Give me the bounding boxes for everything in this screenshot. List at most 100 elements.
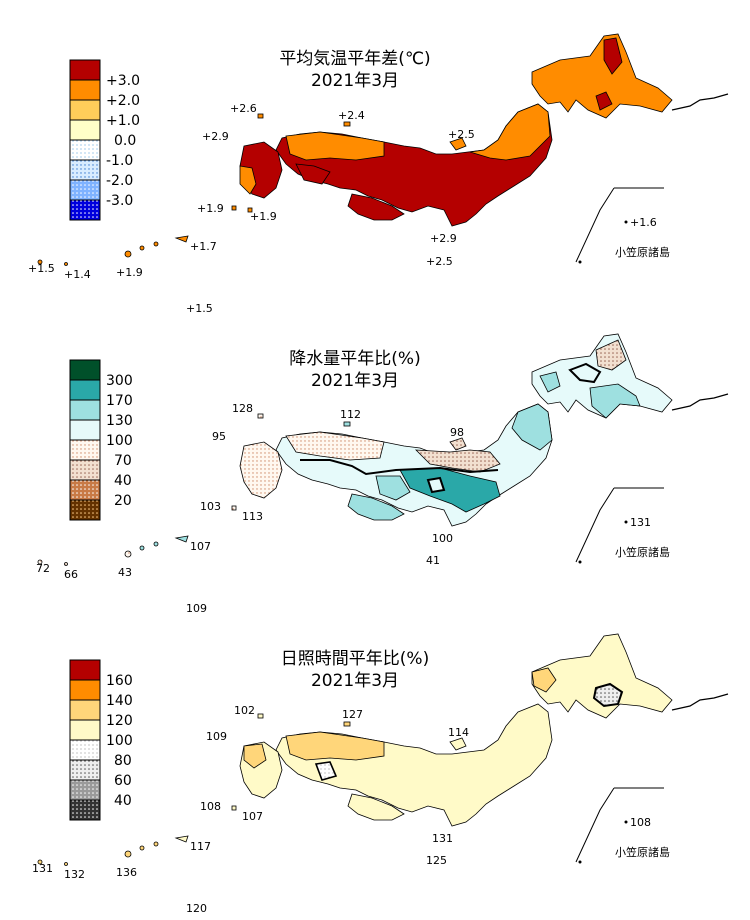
legend-swatch: [69, 659, 101, 681]
legend-label: +3.0: [106, 73, 140, 89]
ogasawara-label: 小笠原諸島: [615, 245, 670, 259]
legend: 300 170 130 100 70 40 20: [69, 359, 133, 521]
legend-swatch: [69, 479, 101, 501]
panel-subtitle: 2021年3月: [311, 671, 399, 691]
station-value: 95: [212, 430, 226, 443]
legend-label: -2.0: [106, 173, 133, 189]
japan-map: [37, 633, 673, 866]
region-sado: [449, 737, 467, 751]
legend-label: 130: [106, 413, 133, 429]
station-value: 108: [630, 816, 651, 829]
legend-swatch: [69, 679, 101, 701]
legend-label: 140: [106, 693, 133, 709]
region-hokuriku: [414, 449, 501, 473]
station-value: +2.9: [202, 130, 229, 143]
ogasawara-label: 小笠原諸島: [615, 845, 670, 859]
station-value: 131: [630, 516, 651, 529]
region-hokkaido-east: [589, 383, 641, 419]
panel-title: 日照時間平年比(%): [281, 649, 429, 669]
region-kyushu-west: [239, 165, 257, 195]
legend-label: 160: [106, 673, 133, 689]
region-kyushu: [239, 441, 283, 499]
legend-swatch: [69, 419, 101, 441]
station-value: 66: [64, 568, 78, 581]
station-value: 128: [232, 402, 253, 415]
region-hokkaido-north: [603, 37, 623, 75]
station-value: 43: [118, 566, 132, 579]
kuril-islands: [671, 693, 729, 711]
legend-label: 170: [106, 393, 133, 409]
region-sanin: [285, 431, 385, 461]
legend-swatch: [69, 359, 101, 381]
station-value: 107: [242, 810, 263, 823]
legend-swatch: [69, 399, 101, 421]
japan-map: [37, 333, 673, 566]
station-value: 132: [64, 868, 85, 881]
legend-label: 80: [114, 753, 132, 769]
station-value: 100: [432, 532, 453, 545]
station-value: +2.9: [430, 232, 457, 245]
region-sanin: [285, 131, 385, 161]
panel-subtitle: 2021年3月: [311, 371, 399, 391]
station-labels: +2.6 +2.4 +2.9 +2.5 +1.9 +1.9 +1.7 +1.5 …: [28, 102, 657, 315]
legend-label: 300: [106, 373, 133, 389]
station-value: 131: [432, 832, 453, 845]
temperature-panel: 平均気温平年差(℃) 2021年3月 +3.0 +2.0 +1.0 0.0 -1…: [28, 33, 729, 315]
station-labels: 102 127 109 114 108 107 117 131 132 136 …: [32, 704, 651, 915]
station-value: +1.9: [197, 202, 224, 215]
region-tohoku: [469, 103, 551, 161]
legend-label: 20: [114, 493, 132, 509]
legend-swatch: [69, 719, 101, 741]
station-value: 98: [450, 426, 464, 439]
region-hokkaido-north: [595, 339, 627, 371]
sunshine-panel: 日照時間平年比(%) 2021年3月 160 140 120 100 80 60…: [32, 633, 729, 915]
legend-label: 100: [106, 433, 133, 449]
station-value: 131: [32, 862, 53, 875]
legend-label: 100: [106, 733, 133, 749]
region-chugoku: [295, 163, 331, 185]
legend-label: +2.0: [106, 93, 140, 109]
station-value: +1.6: [630, 216, 657, 229]
legend-swatch: [69, 99, 101, 121]
station-value: 108: [200, 800, 221, 813]
region-sanin: [285, 731, 385, 761]
legend-label: 0.0: [114, 133, 136, 149]
legend-swatch: [69, 179, 101, 201]
legend-swatch: [69, 459, 101, 481]
panel-title: 降水量平年比(%): [289, 349, 420, 369]
station-value: 102: [234, 704, 255, 717]
station-value: +2.5: [426, 255, 453, 268]
legend-label: 40: [114, 473, 132, 489]
panel-title: 平均気温平年差(℃): [279, 49, 430, 69]
station-value: 127: [342, 708, 363, 721]
station-value: 107: [190, 540, 211, 553]
precipitation-panel: 降水量平年比(%) 2021年3月 300 170 130 100 70 40 …: [36, 333, 729, 615]
legend-label: +1.0: [106, 113, 140, 129]
station-value: 103: [200, 500, 221, 513]
kuril-islands: [671, 93, 729, 111]
legend-label: -3.0: [106, 193, 133, 209]
legend-swatch: [69, 79, 101, 101]
station-value: 112: [340, 408, 361, 421]
legend-swatch: [69, 379, 101, 401]
station-value: 120: [186, 902, 207, 915]
region-hokkaido-south: [592, 682, 624, 708]
legend-swatch: [69, 759, 101, 781]
station-value: 109: [206, 730, 227, 743]
station-value: 41: [426, 554, 440, 567]
station-value: +2.6: [230, 102, 257, 115]
legend-swatch: [69, 59, 101, 81]
station-value: +2.5: [448, 128, 475, 141]
legend-swatch: [69, 699, 101, 721]
region-tohoku: [511, 403, 553, 451]
station-value: +1.5: [186, 302, 213, 315]
station-value: +1.4: [64, 268, 91, 281]
ogasawara-label: 小笠原諸島: [615, 545, 670, 559]
legend: +3.0 +2.0 +1.0 0.0 -1.0 -2.0 -3.0: [69, 59, 140, 221]
legend-swatch: [69, 159, 101, 181]
station-value: +1.9: [250, 210, 277, 223]
region-hokkaido-south: [595, 91, 613, 111]
legend: 160 140 120 100 80 60 40: [69, 659, 133, 821]
region-sado: [449, 437, 467, 451]
